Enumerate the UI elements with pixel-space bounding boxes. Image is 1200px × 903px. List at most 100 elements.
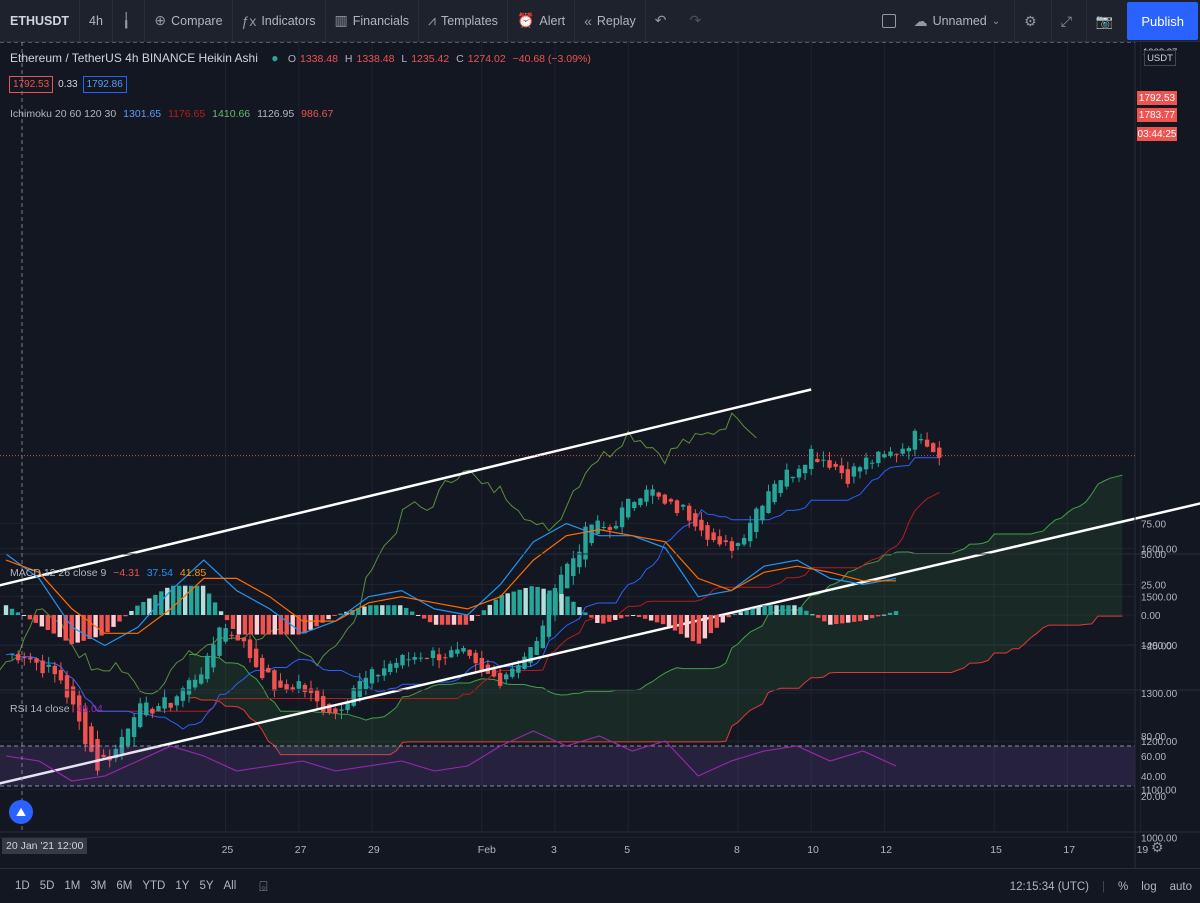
range-button-1y[interactable]: 1Y [175, 880, 190, 892]
ask-price[interactable]: 1792.86 [82, 76, 127, 93]
candle [900, 443, 905, 456]
range-button-5d[interactable]: 5D [39, 880, 55, 892]
settings-button[interactable]: ⚙ [1015, 0, 1052, 42]
macd-histogram-bar [678, 615, 684, 635]
macd-histogram-bar [887, 612, 893, 615]
candle [863, 452, 869, 475]
candle-body [534, 640, 539, 655]
macd-histogram-bar [105, 615, 110, 633]
range-button-all[interactable]: All [223, 880, 237, 892]
macd-histogram-bar [840, 615, 845, 624]
macd-histogram-bar [182, 585, 188, 615]
redo-button[interactable]: ↷ [681, 0, 716, 42]
candle-body [882, 454, 887, 458]
candle-body [906, 448, 911, 452]
range-button-6m[interactable]: 6M [116, 880, 133, 892]
candle-body [327, 703, 332, 713]
replay-button[interactable]: « Replay [575, 0, 646, 42]
time-tick-label: 8 [734, 844, 740, 856]
range-button-ytd[interactable]: YTD [142, 880, 166, 892]
symbol-search-button[interactable]: ETHUSDT [0, 0, 81, 42]
macd-tick-label: 50.00 [1141, 550, 1166, 561]
auto-toggle[interactable]: auto [1169, 880, 1192, 893]
candle-body [619, 507, 625, 528]
date-range-icon[interactable]: ⌺ [259, 877, 268, 894]
kumo-cloud-fill [189, 475, 1123, 755]
macd-histogram-bar [505, 593, 510, 615]
candle-body [565, 563, 570, 589]
candle [833, 461, 838, 471]
candle-body [235, 634, 240, 641]
candle [412, 652, 417, 665]
candle [497, 668, 503, 689]
candle [58, 662, 64, 685]
candle-body [412, 657, 417, 660]
expand-button[interactable]: ⤢ [1052, 0, 1087, 42]
range-button-1d[interactable]: 1D [15, 880, 30, 892]
macd-histogram-bar [260, 615, 266, 635]
alert-button[interactable]: ⏰ Alert [508, 0, 576, 42]
candle [34, 657, 39, 671]
time-tick-label: 12 [880, 844, 892, 856]
currency-button[interactable]: USDT [1144, 50, 1176, 66]
main-legend: Ethereum / TetherUS 4h BINANCE Heikin As… [10, 51, 599, 65]
macd-histogram-bar [165, 587, 170, 615]
candle [589, 524, 594, 546]
fullscreen-toggle[interactable] [873, 0, 905, 42]
percent-toggle[interactable]: % [1118, 880, 1129, 893]
macd-histogram-bar [356, 608, 361, 615]
alarm-clock-icon: ⏰ [516, 12, 535, 28]
candle-body [827, 460, 832, 468]
candle-body [333, 708, 338, 713]
trendlines [0, 388, 1200, 785]
candle-body [711, 532, 716, 541]
spread: 0.33 [58, 79, 78, 90]
macd-histogram-bar [362, 606, 367, 615]
candle-body [156, 706, 161, 712]
candle [534, 637, 539, 655]
range-button-3m[interactable]: 3M [90, 880, 107, 892]
expand-icon: ⤢ [1060, 12, 1072, 29]
candle [924, 432, 930, 448]
candle [266, 664, 271, 673]
chart-type-button[interactable]: ╽ [113, 0, 146, 42]
range-button-5y[interactable]: 5Y [199, 880, 214, 892]
macd-histogram-bar [159, 591, 164, 615]
candle-body [449, 650, 454, 658]
layout-button[interactable]: ☁ Unnamed ⌄ [905, 0, 1016, 42]
candle-body [516, 665, 521, 673]
candle [333, 707, 338, 720]
macd-histogram-bar [702, 615, 708, 639]
symbol-title: Ethereum / TetherUS 4h BINANCE Heikin As… [10, 51, 258, 65]
macd-histogram-bar [141, 601, 146, 615]
macd-histogram-bar [218, 611, 224, 615]
candle [894, 453, 899, 463]
interval-button[interactable]: 4h [80, 0, 113, 42]
candle [705, 522, 710, 547]
axis-settings-gear-icon[interactable]: ⚙ [1151, 839, 1164, 855]
templates-button[interactable]: ⩘ Templates [419, 0, 508, 42]
financials-button[interactable]: ▥ Financials [326, 0, 420, 42]
publish-button[interactable]: Publish [1127, 2, 1198, 40]
chart-canvas[interactable]: 900.001000.001100.001200.001300.001400.0… [0, 42, 1200, 868]
undo-button[interactable]: ↶ [646, 0, 681, 42]
candle [449, 646, 454, 659]
candle-body [796, 468, 802, 478]
candle [388, 660, 393, 675]
macd-histogram-bar [511, 591, 516, 615]
candle-body [211, 644, 216, 668]
indicators-button[interactable]: ƒx Indicators [233, 0, 326, 42]
ichimoku-cloud [189, 475, 1123, 755]
compare-button[interactable]: ⊕ Compare [145, 0, 233, 42]
macd-histogram-bar [523, 588, 528, 615]
candle-body [528, 646, 533, 663]
rsi-legend: RSI 14 close 49.04 [10, 703, 103, 715]
tradingview-logo-icon[interactable]: ⛰ [9, 800, 33, 824]
snapshot-button[interactable]: 📷 [1087, 0, 1127, 42]
bid-price[interactable]: 1792.53 [9, 76, 54, 93]
log-toggle[interactable]: log [1141, 880, 1157, 893]
candle [711, 528, 716, 543]
candle-body [595, 520, 600, 534]
range-button-1m[interactable]: 1M [64, 880, 81, 892]
clock[interactable]: 12:15:34 (UTC) [1009, 880, 1090, 893]
